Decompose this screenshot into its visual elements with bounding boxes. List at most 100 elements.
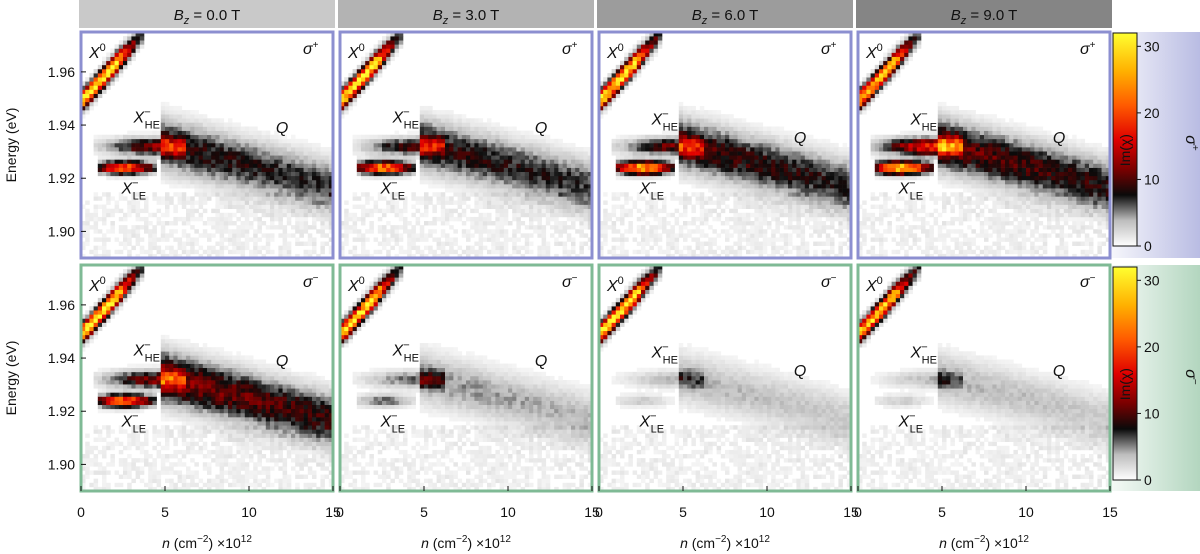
heatmap-cell [160, 114, 166, 119]
heatmap-cell [407, 142, 412, 148]
heatmap-cell [611, 81, 617, 86]
heatmap-cell [198, 134, 204, 140]
heatmap-cell [842, 225, 848, 230]
heatmap-cell [800, 184, 806, 189]
heatmap-cell [628, 64, 633, 70]
heatmap-cell [615, 229, 621, 234]
heatmap-cell [411, 138, 416, 144]
heatmap-cell [632, 68, 638, 74]
heatmap-cell [666, 171, 671, 177]
heatmap-cell [571, 179, 576, 185]
heatmap-cell [628, 68, 633, 74]
heatmap-cell [620, 204, 625, 209]
heatmap-cell [838, 225, 843, 230]
heatmap-cell [257, 184, 262, 189]
heatmap-cell [291, 159, 296, 164]
heatmap-cell [415, 147, 421, 152]
heatmap-cell [244, 179, 250, 185]
heatmap-cell [879, 138, 884, 144]
heatmap-cell [834, 159, 839, 164]
heatmap-cell [299, 147, 304, 152]
heatmap-cell [177, 118, 183, 123]
heatmap-cell [97, 77, 103, 82]
heatmap-cell [265, 167, 271, 173]
heatmap-cell [817, 142, 822, 148]
heatmap-cell [817, 229, 822, 234]
heatmap-cell [883, 77, 888, 82]
heatmap-cell [788, 179, 793, 185]
heatmap-cell [110, 134, 115, 140]
heatmap-cell [228, 142, 233, 148]
heatmap-cell [699, 241, 705, 246]
heatmap-cell [758, 229, 764, 234]
heatmap-cell [771, 196, 776, 201]
heatmap-cell [198, 155, 204, 160]
heatmap-cell [190, 114, 195, 119]
heatmap-cell [328, 237, 334, 242]
heatmap-cell [746, 159, 751, 164]
heatmap-cell [641, 245, 646, 251]
heatmap-cell [466, 142, 471, 148]
heatmap-cell [344, 200, 349, 205]
heatmap-cell [436, 245, 442, 251]
heatmap-cell [270, 167, 275, 173]
heatmap-cell [628, 175, 633, 181]
heatmap-cell [508, 200, 513, 205]
heatmap-cell [110, 56, 115, 62]
heatmap-cell [211, 138, 216, 144]
heatmap-cell [194, 134, 199, 140]
heatmap-cell [779, 126, 785, 131]
heatmap-cell [228, 179, 233, 185]
heatmap-cell [666, 212, 671, 218]
heatmap-cell [792, 134, 797, 140]
heatmap-cell [562, 155, 568, 160]
heatmap-cell [800, 142, 806, 148]
heatmap-cell [792, 188, 797, 193]
heatmap-cell [436, 192, 442, 197]
heatmap-cell [750, 196, 755, 201]
heatmap-cell [445, 175, 450, 181]
heatmap-cell [683, 196, 688, 201]
heatmap-cell [356, 237, 362, 242]
heatmap-cell [800, 225, 806, 230]
heatmap-cell [603, 93, 608, 99]
heatmap-cell [424, 126, 429, 131]
heatmap-cell [291, 175, 296, 181]
heatmap-cell [541, 229, 547, 234]
heatmap-cell [754, 233, 759, 238]
heatmap-cell [615, 138, 621, 144]
heatmap-cell [207, 196, 212, 201]
heatmap-cell [445, 122, 450, 127]
heatmap-cell [817, 163, 822, 168]
heatmap-cell [169, 221, 174, 226]
heatmap-cell [533, 147, 538, 152]
heatmap-cell [579, 216, 584, 222]
heatmap-cell [775, 184, 780, 189]
heatmap-cell [361, 142, 366, 148]
heatmap-cell [303, 208, 309, 214]
heatmap-cell [754, 192, 759, 197]
heatmap-cell [356, 89, 362, 94]
heatmap-cell [767, 179, 772, 185]
heatmap-cell [207, 134, 212, 140]
heatmap-cell [102, 60, 107, 66]
heatmap-cell [152, 212, 157, 218]
heatmap-cell [737, 192, 743, 197]
heatmap-cell [394, 229, 400, 234]
heatmap-cell [788, 188, 793, 193]
heatmap-cell [278, 249, 283, 255]
heatmap-cell [97, 171, 103, 177]
heatmap-cell [813, 184, 818, 189]
heatmap-cell [524, 188, 530, 193]
heatmap-cell [148, 237, 153, 242]
heatmap-cell [139, 36, 145, 41]
heatmap-cell [636, 151, 642, 156]
heatmap-cell [110, 147, 115, 152]
heatmap-cell [767, 151, 772, 156]
heatmap-cell [373, 155, 379, 160]
heatmap-cell [377, 241, 383, 246]
heatmap-cell [804, 216, 810, 222]
heatmap-cell [520, 130, 526, 136]
heatmap-cell [390, 40, 395, 45]
heatmap-cell [261, 175, 267, 181]
